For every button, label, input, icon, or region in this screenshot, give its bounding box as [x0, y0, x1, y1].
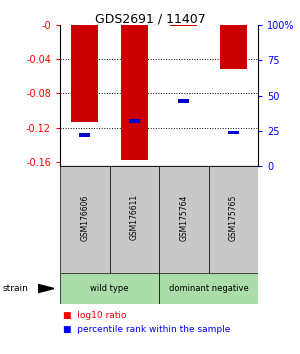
Bar	[110, 166, 159, 273]
Bar	[60, 273, 159, 304]
Text: GSM176606: GSM176606	[80, 194, 89, 241]
Text: wild type: wild type	[90, 284, 129, 293]
Bar	[159, 166, 208, 273]
Bar	[71, 25, 98, 122]
Text: GDS2691 / 11407: GDS2691 / 11407	[94, 12, 206, 25]
Text: dominant negative: dominant negative	[169, 284, 248, 293]
Text: GSM175764: GSM175764	[179, 194, 188, 241]
Bar	[220, 25, 247, 69]
Bar	[79, 133, 90, 137]
Text: GSM175765: GSM175765	[229, 194, 238, 241]
Text: ■  percentile rank within the sample: ■ percentile rank within the sample	[63, 325, 230, 334]
Bar	[208, 166, 258, 273]
Text: ■  log10 ratio: ■ log10 ratio	[63, 310, 127, 320]
Bar	[178, 99, 189, 103]
Text: GSM176611: GSM176611	[130, 194, 139, 240]
Bar	[121, 25, 148, 160]
Text: strain: strain	[3, 284, 29, 293]
Polygon shape	[38, 284, 54, 293]
Bar	[159, 273, 258, 304]
Bar	[228, 131, 239, 134]
Bar	[129, 119, 140, 123]
Bar	[60, 166, 110, 273]
